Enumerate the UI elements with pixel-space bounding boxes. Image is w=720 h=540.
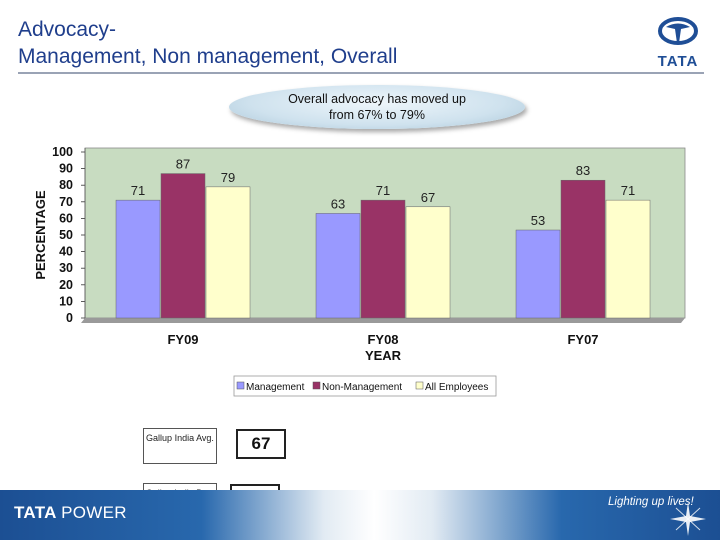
tata-power-brand: TATA POWER [14,503,127,523]
y-tick-label: 30 [59,261,73,275]
legend-label: Non-Management [322,382,402,393]
x-axis-title: YEAR [365,348,402,363]
y-tick-label: 10 [59,294,73,308]
tata-logo-text: TATA [658,53,699,70]
y-axis-title: PERCENTAGE [33,190,48,280]
bar [205,186,251,319]
bar-value-label: 83 [576,163,590,178]
gallup-avg-label: Gallup India Avg. [143,428,217,464]
bar-value-label: 71 [376,183,390,198]
bar [515,229,561,319]
x-tick-label: FY07 [567,332,598,347]
legend-label: All Employees [425,382,488,393]
y-tick-label: 0 [66,311,73,325]
bar [160,173,206,319]
legend-swatch [415,381,424,390]
legend-swatch [236,381,245,390]
bar-value-label: 87 [176,157,190,172]
brand-tata: TATA [14,503,57,522]
bar [115,199,161,319]
bar [315,213,361,319]
advocacy-chart: 0 10 20 30 40 50 60 70 80 90 100 PERCENTAGE 71 87 79 FY… [30,140,690,402]
bar [605,199,651,319]
bar [405,206,451,319]
legend-swatch [312,381,321,390]
tata-logo: TATA [658,17,699,70]
y-tick-label: 20 [59,278,73,292]
bar-value-label: 71 [621,183,635,198]
plot-floor [81,318,685,323]
y-tick-label: 50 [59,228,73,242]
summary-callout: Overall advocacy has moved up from 67% t… [229,85,525,129]
title-line-1: Advocacy- [18,18,117,41]
y-tick-label: 90 [59,162,73,176]
footer-tagline: Lighting up lives! [608,496,694,508]
legend-box [233,375,497,397]
bar-value-label: 67 [421,190,435,205]
slide-title: Advocacy- Management, Non management, Ov… [18,16,538,70]
legend-label: Management [246,382,305,393]
y-tick-label: 70 [59,195,73,209]
sparkle-icon [670,502,706,536]
bar [560,179,606,319]
title-line-2: Management, Non management, Overall [18,45,398,68]
bar-value-label: 71 [131,183,145,198]
bar-value-label: 79 [221,170,235,185]
footer-band [0,490,720,540]
y-tick-label: 100 [52,145,73,159]
callout-text: Overall advocacy has moved up from 67% t… [288,92,466,122]
bar-value-label: 63 [331,196,345,211]
x-tick-label: FY09 [167,332,198,347]
y-tick-label: 60 [59,211,73,225]
bar-value-label: 53 [531,213,545,228]
y-tick-label: 40 [59,245,73,259]
bar [360,199,406,319]
tata-emblem-t [666,23,690,43]
gallup-avg-value: 67 [236,429,286,459]
brand-power: POWER [61,503,127,522]
x-tick-label: FY08 [367,332,398,347]
title-divider [18,72,704,74]
y-tick-label: 80 [59,178,73,192]
